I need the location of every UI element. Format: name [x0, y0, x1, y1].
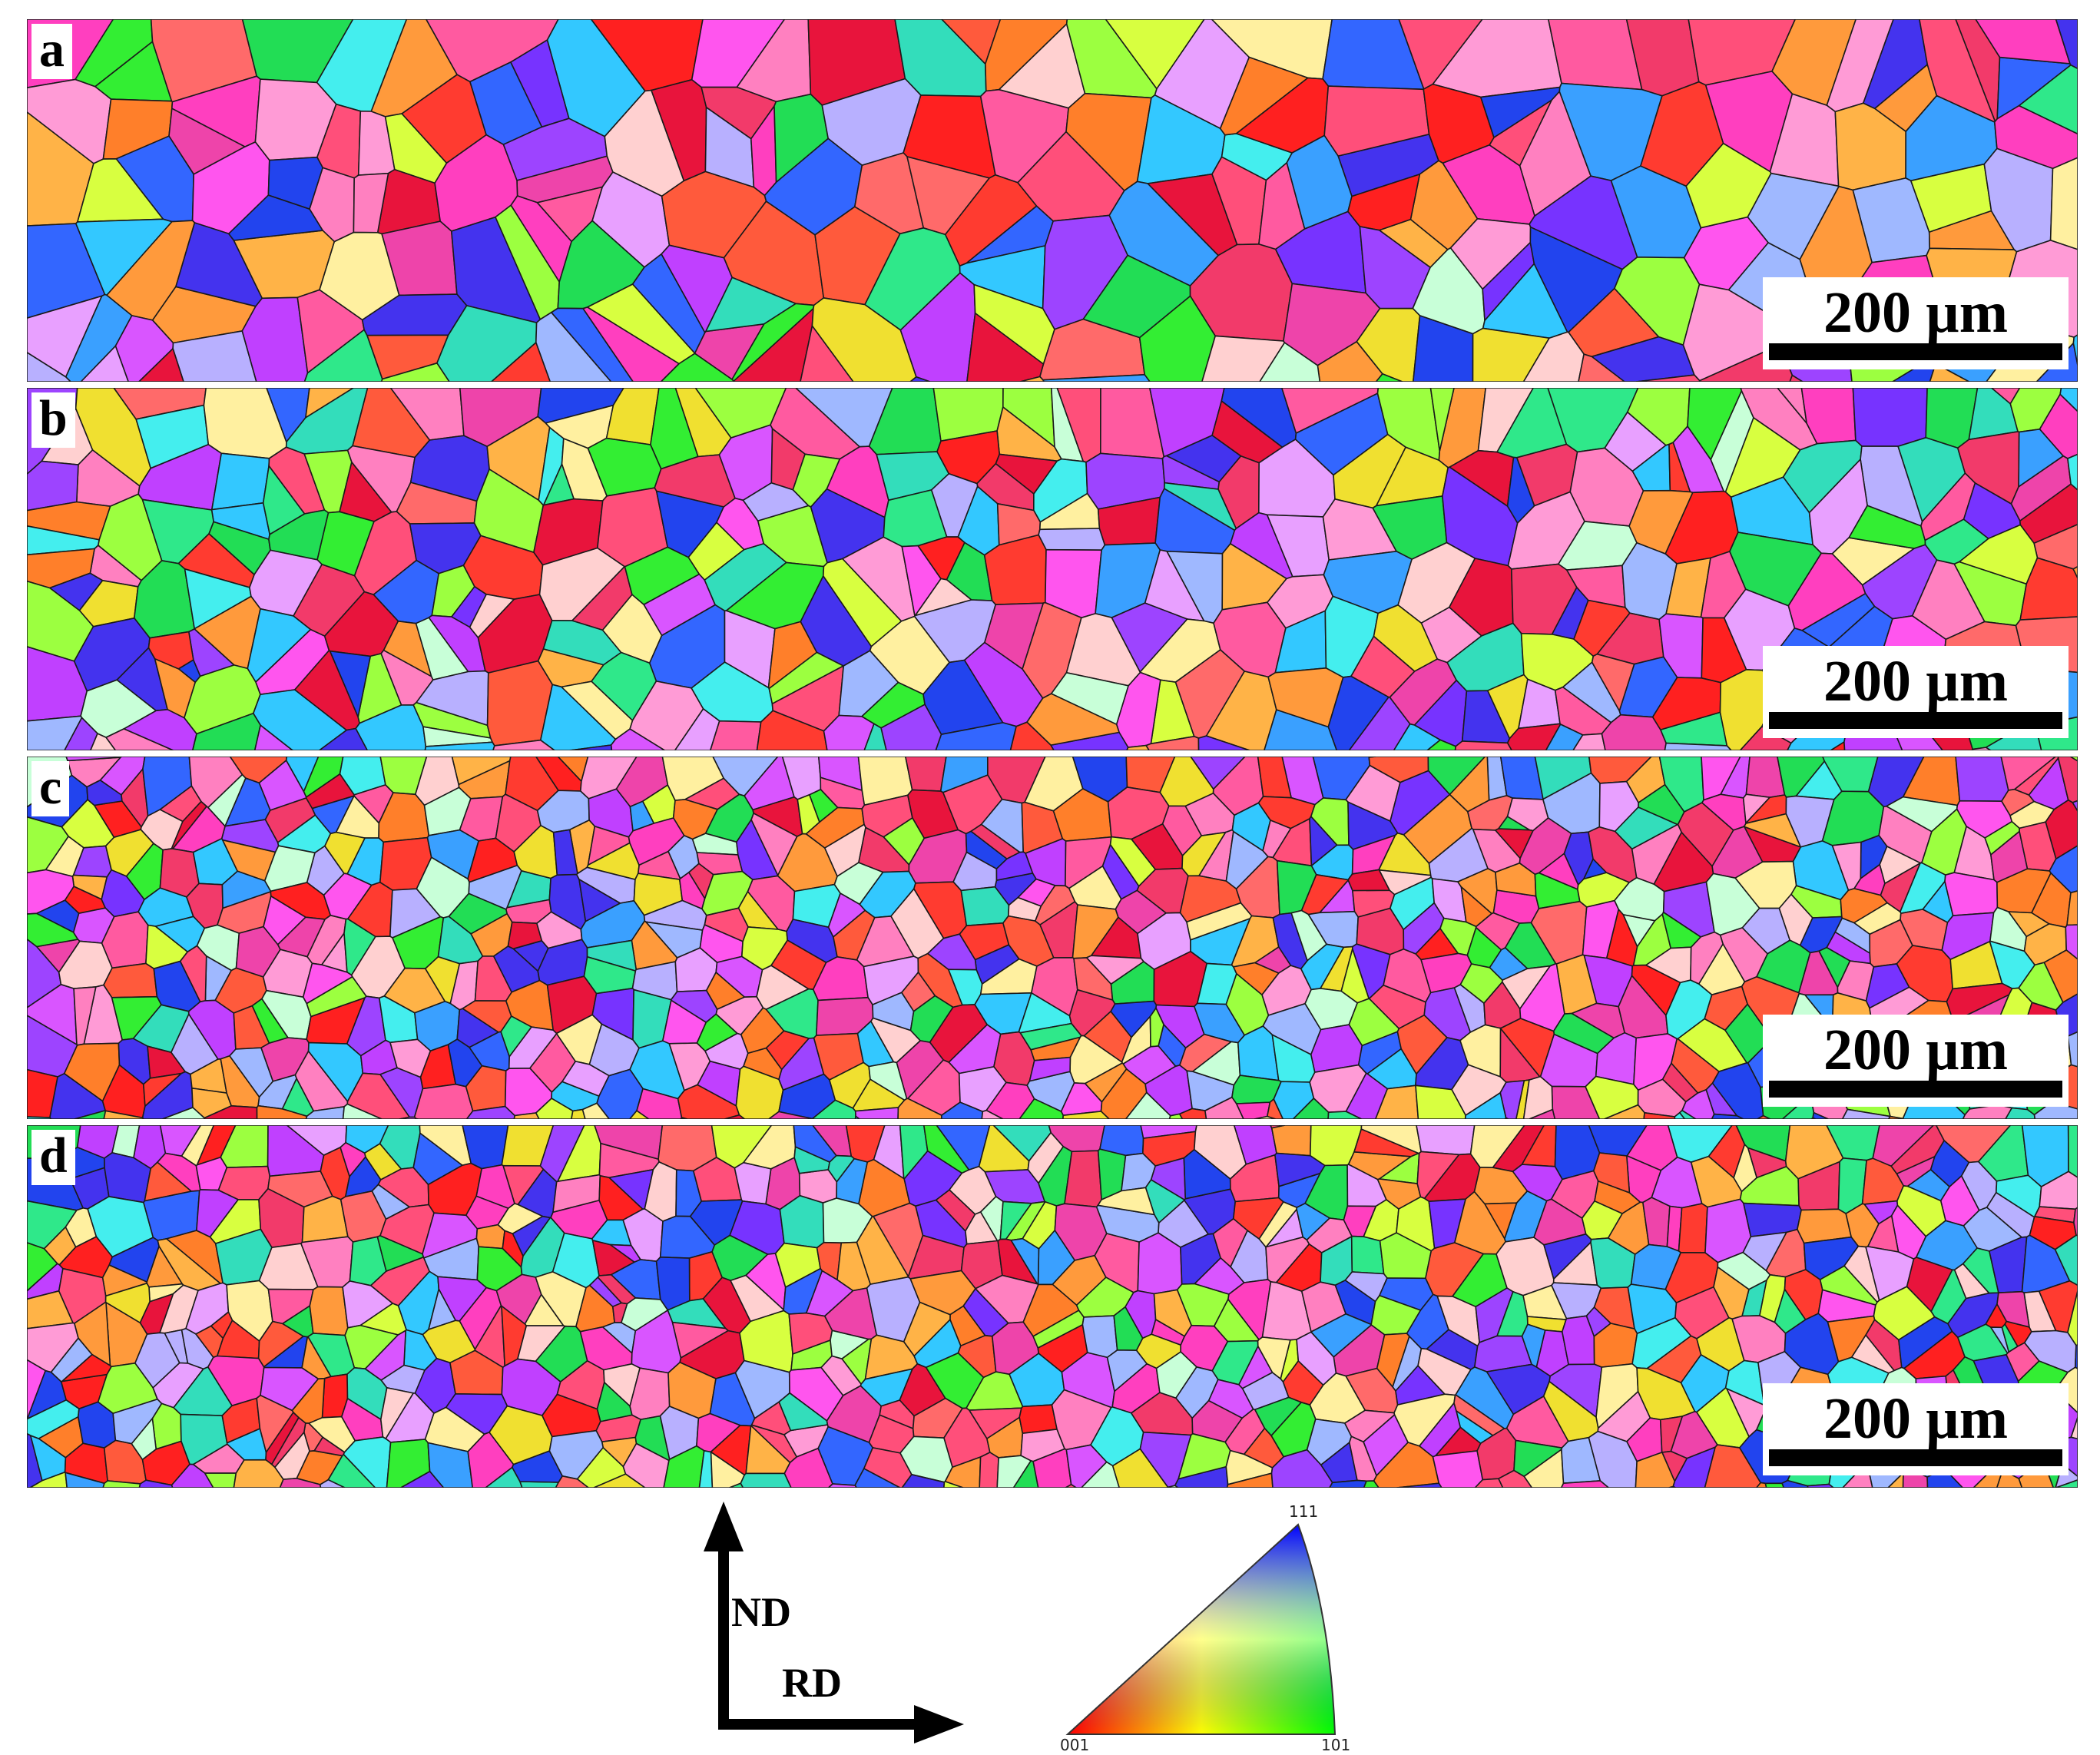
scale-bar-line: [1769, 1081, 2062, 1098]
ipf-corner-111: 111: [1289, 1502, 1318, 1521]
grain: [415, 1084, 473, 1119]
scale-bar-label: 200 µm: [1763, 1018, 2069, 1082]
grain: [1853, 388, 1927, 446]
grain: [2069, 1125, 2078, 1177]
grain: [571, 1110, 585, 1119]
grain: [1562, 1316, 1595, 1364]
grain: [27, 1117, 51, 1119]
grain: [2051, 157, 2078, 249]
scale-bar-label: 200 µm: [1763, 1386, 2069, 1451]
panel-label: c: [31, 761, 69, 816]
panel-label: b: [31, 392, 75, 448]
panel-label: d: [31, 1130, 75, 1185]
ipf-color-key: 001 101 111: [1060, 1498, 1367, 1755]
scale-bar: 200 µm: [1763, 1383, 2069, 1475]
grain: [2075, 1345, 2078, 1369]
grain: [1272, 1125, 1311, 1156]
grain: [740, 1473, 791, 1488]
ebsd-map-panel: d 200 µm: [27, 1125, 2078, 1488]
ipf-corner-101: 101: [1321, 1736, 1350, 1754]
grain: [1352, 1237, 1384, 1274]
grain: [310, 1286, 348, 1335]
grain: [1945, 873, 1997, 916]
grain: [906, 757, 946, 791]
ebsd-map-panel: b 200 µm: [27, 388, 2078, 750]
grain: [1956, 757, 2009, 801]
grain: [476, 1225, 505, 1249]
ipf-triangle: [1060, 1498, 1367, 1751]
scale-bar: 200 µm: [1763, 646, 2069, 738]
grain: [1456, 741, 1512, 750]
grain: [416, 1118, 418, 1119]
ipf-corner-001: 001: [1060, 1736, 1089, 1754]
scale-bar-line: [1769, 1449, 2062, 1466]
scale-bar: 200 µm: [1763, 1015, 2069, 1107]
grain: [212, 453, 270, 509]
scale-bar-label: 200 µm: [1763, 280, 2069, 345]
grain: [104, 963, 157, 997]
ebsd-map-panel: a 200 µm: [27, 19, 2078, 382]
scale-bar-line: [1769, 343, 2062, 360]
grain: [1549, 19, 1642, 90]
grain: [1416, 1125, 1475, 1154]
grain: [1765, 1483, 1784, 1488]
grain: [1433, 1451, 1483, 1488]
panel-label: a: [31, 24, 72, 79]
grain: [1019, 1405, 1057, 1433]
scale-bar-label: 200 µm: [1763, 649, 2069, 714]
grain: [979, 1452, 999, 1488]
arrow-right-icon: [914, 1705, 964, 1743]
grain: [710, 721, 761, 750]
sample-axes: ND RD: [691, 1498, 983, 1747]
grain: [1038, 528, 1105, 550]
ebsd-map-panel: c 200 µm: [27, 757, 2078, 1119]
grain: [1082, 1316, 1117, 1357]
scale-bar-line: [1769, 712, 2062, 729]
nd-axis-label: ND: [731, 1588, 791, 1636]
rd-axis-label: RD: [782, 1659, 842, 1707]
scale-bar: 200 µm: [1763, 277, 2069, 369]
grain: [1118, 1487, 1120, 1488]
grain: [1679, 1204, 1707, 1253]
